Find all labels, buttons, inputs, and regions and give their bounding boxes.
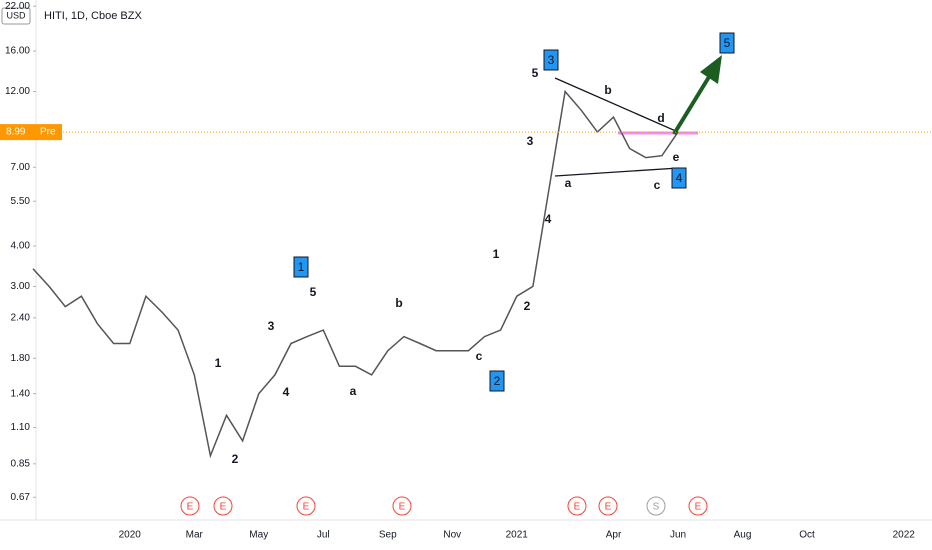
chart-title: HITI, 1D, Cboe BZX (44, 10, 142, 22)
y-tick-label: 12.00 (5, 86, 30, 97)
x-tick-label: Sep (379, 530, 397, 541)
x-tick-label: May (249, 530, 268, 541)
event-label: E (399, 502, 406, 513)
y-tick-label: 16.00 (5, 46, 30, 57)
y-tick-label: 0.67 (11, 492, 31, 503)
wave-box-label: 1 (298, 260, 305, 274)
wave-label: c (654, 178, 661, 192)
wave-label: 5 (310, 285, 317, 299)
event-label: E (605, 502, 612, 513)
event-label: S (653, 502, 660, 513)
event-label: E (574, 502, 581, 513)
wave-label: 1 (215, 356, 222, 370)
trend-line (554, 167, 680, 177)
x-tick-label: Mar (186, 530, 204, 541)
x-tick-label: Jun (670, 530, 686, 541)
y-tick-label: 4.00 (11, 241, 31, 252)
y-tick-label: 5.50 (11, 196, 31, 207)
wave-box (489, 370, 505, 392)
event-label: E (220, 502, 227, 513)
wave-box (719, 32, 735, 54)
event-marker (567, 496, 587, 516)
y-tick-label: 3.00 (11, 281, 31, 292)
session-label: Pre (40, 127, 56, 138)
wave-label: 3 (527, 134, 534, 148)
event-marker (213, 496, 233, 516)
wave-label: a (565, 176, 572, 190)
wave-box-label: 3 (548, 53, 555, 67)
wave-label: 3 (268, 319, 275, 333)
x-tick-label: 2021 (506, 530, 529, 541)
wave-label: 5 (532, 66, 539, 80)
event-marker (180, 496, 200, 516)
y-tick-label: 1.10 (11, 422, 31, 433)
last-price-label: 8.99 (6, 127, 26, 138)
event-label: E (187, 502, 194, 513)
wave-label: 2 (232, 452, 239, 466)
wave-box (671, 167, 687, 189)
wave-label: 2 (524, 299, 531, 313)
wave-box (293, 256, 309, 278)
x-tick-label: Nov (443, 530, 461, 541)
x-tick-label: Oct (799, 530, 815, 541)
wave-label: b (395, 296, 402, 310)
y-tick-label: 1.80 (11, 353, 31, 364)
currency-box (1, 7, 31, 25)
wave-label: 4 (283, 385, 290, 399)
price-label-box (0, 124, 62, 141)
currency: USD (6, 10, 26, 20)
x-tick-label: Aug (734, 530, 752, 541)
arrow-head (700, 55, 722, 84)
wave-label: 4 (545, 212, 552, 226)
event-label: E (695, 502, 702, 513)
x-tick-label: 2022 (893, 530, 916, 541)
event-marker (598, 496, 618, 516)
x-tick-label: Jul (317, 530, 330, 541)
wave-label: b (604, 83, 611, 97)
y-tick-label: 7.00 (11, 162, 31, 173)
wave-label: a (350, 384, 357, 398)
y-tick-label: 22.00 (5, 1, 30, 12)
wave-label: d (657, 111, 664, 125)
wave-label: 1 (493, 247, 500, 261)
wave-box-label: 5 (724, 36, 731, 50)
wave-box-label: 2 (494, 374, 501, 388)
event-marker (296, 496, 316, 516)
event-label: E (303, 502, 310, 513)
event-marker (392, 496, 412, 516)
projection-arrow (672, 70, 714, 136)
x-tick-label: 2020 (119, 530, 142, 541)
y-tick-label: 0.85 (11, 458, 31, 469)
price-line (32, 89, 679, 459)
wave-box-label: 4 (676, 171, 683, 185)
wave-label: e (673, 150, 680, 164)
trend-line (554, 77, 679, 133)
x-tick-label: Apr (606, 530, 622, 541)
wave-label: c (476, 349, 483, 363)
wave-box (543, 49, 559, 71)
event-marker (646, 496, 666, 516)
event-marker (688, 496, 708, 516)
y-tick-label: 1.40 (11, 388, 31, 399)
y-tick-label: 2.40 (11, 312, 31, 323)
